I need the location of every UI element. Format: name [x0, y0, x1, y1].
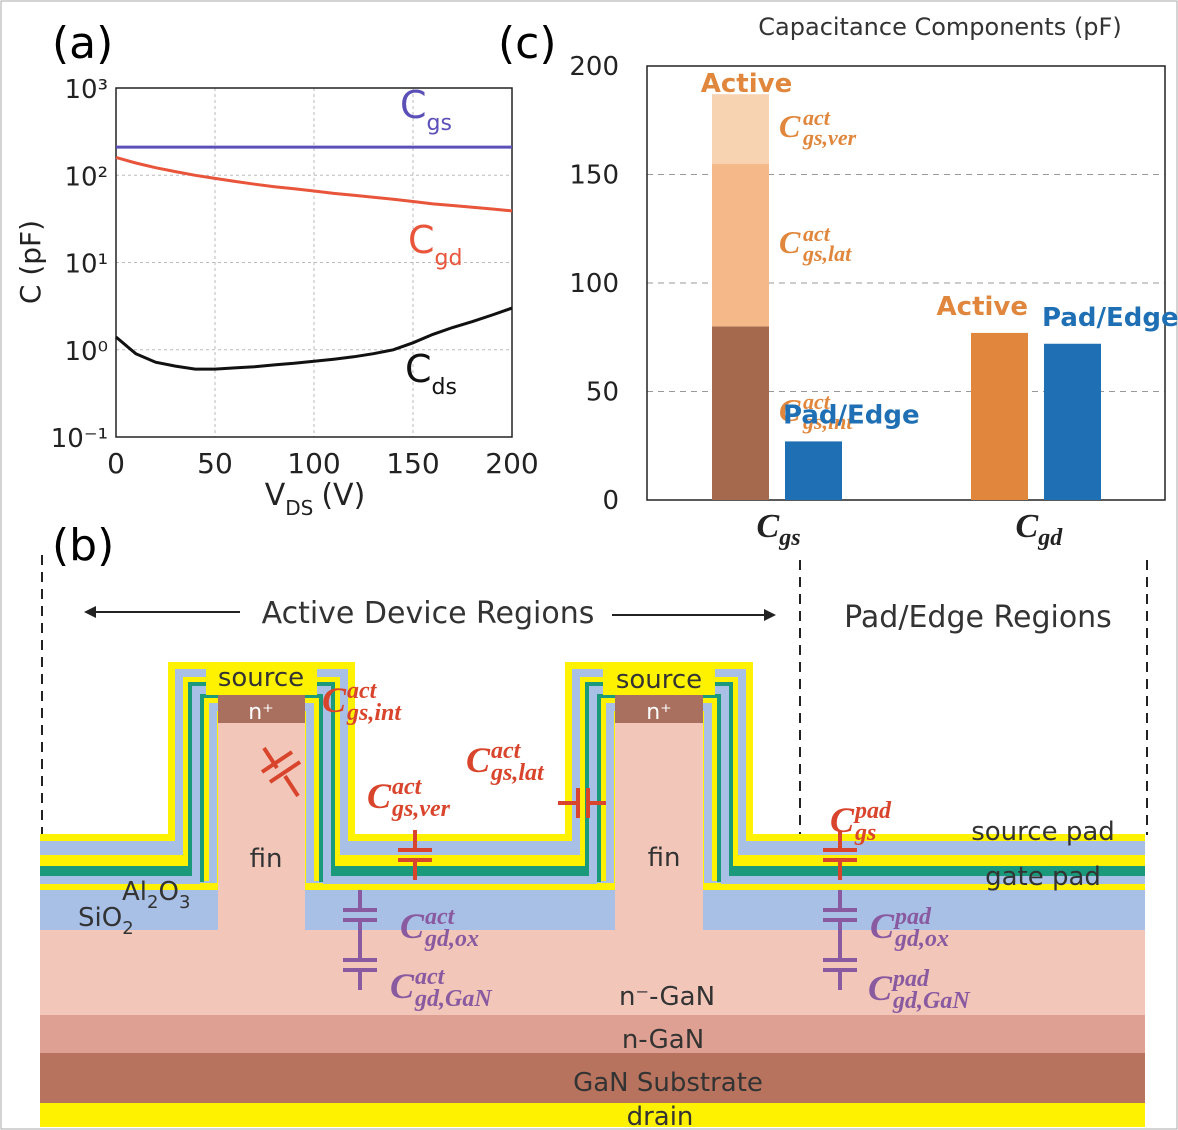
x-tick-label: 50	[197, 447, 233, 480]
segment-label: gs,lat	[802, 241, 852, 266]
label: source	[616, 665, 702, 695]
x-tick-label: 0	[107, 447, 125, 480]
label: C	[830, 800, 855, 840]
y-tick-label: 10²	[64, 162, 108, 192]
label: SiO	[78, 903, 122, 933]
bar	[712, 164, 769, 327]
series-label: ds	[432, 375, 457, 400]
series-label: gd	[435, 246, 463, 271]
bar-label: Active	[937, 292, 1028, 322]
label: C	[367, 776, 392, 816]
fin	[615, 695, 703, 930]
label: GaN Substrate	[573, 1068, 763, 1098]
series-label: gs	[427, 111, 452, 136]
y-tick-label: 10³	[64, 75, 108, 105]
label: C	[870, 906, 895, 946]
fin	[218, 695, 305, 930]
drain-layer	[40, 1103, 1145, 1127]
x-axis-label: DS	[285, 496, 313, 520]
label: C	[390, 966, 415, 1006]
x-tick-label: C	[757, 508, 780, 545]
region-label: Pad/Edge Regions	[844, 600, 1112, 635]
label: source pad	[971, 817, 1115, 847]
label: fin	[648, 843, 681, 873]
label: n-GaN	[622, 1025, 704, 1055]
x-tick-label: 200	[485, 447, 538, 480]
segment-label: gs,ver	[802, 125, 857, 150]
x-axis-label: V	[265, 478, 286, 513]
segment-label: C	[779, 224, 801, 260]
x-tick-label: 150	[386, 447, 439, 480]
label: source	[218, 663, 304, 693]
label: gd,ox	[894, 926, 949, 952]
y-tick-label: 10¹	[64, 250, 108, 280]
series-label: C	[400, 83, 427, 127]
y-tick-label: 0	[602, 486, 619, 516]
panel-label: (c)	[498, 18, 557, 69]
label: C	[868, 968, 893, 1008]
panel-label: (a)	[52, 18, 113, 69]
x-tick-label: gd	[1037, 525, 1063, 551]
y-tick-label: 100	[569, 269, 619, 299]
label: 2	[147, 892, 158, 913]
label: 2	[122, 918, 133, 939]
bar	[712, 94, 769, 163]
bar	[712, 326, 769, 500]
label: gs,int	[346, 700, 402, 726]
panel-label: (b)	[52, 520, 114, 571]
bar	[1044, 344, 1101, 500]
label: gs	[854, 820, 876, 846]
label: n⁺	[248, 700, 274, 725]
label: C	[400, 906, 425, 946]
label: C	[466, 740, 491, 780]
region-label: Active Device Regions	[262, 596, 595, 631]
x-tick-label: gs	[778, 525, 800, 551]
y-tick-label: 50	[586, 378, 619, 408]
label: gd,ox	[424, 926, 479, 952]
x-tick-label: 100	[287, 447, 340, 480]
y-axis-label: C (pF)	[14, 220, 47, 304]
label: gs,ver	[391, 796, 451, 822]
segment-label: C	[779, 108, 801, 144]
label: gd,GaN	[892, 988, 971, 1014]
label: 3	[179, 892, 190, 913]
bar	[785, 441, 842, 500]
x-tick-label: C	[1016, 508, 1039, 545]
label: fin	[250, 844, 283, 874]
label: O	[158, 877, 178, 907]
label: drain	[627, 1102, 694, 1130]
label: C	[322, 680, 347, 720]
bar-label: Pad/Edge	[1042, 303, 1178, 333]
label: gd,GaN	[414, 986, 493, 1012]
label: gate pad	[985, 862, 1101, 892]
n-minus-gan-layer	[40, 930, 1145, 1015]
y-tick-label: 150	[569, 161, 619, 191]
bar	[971, 333, 1028, 500]
label: Al	[122, 877, 147, 907]
x-axis-label: (V)	[321, 478, 365, 513]
series-label: C	[405, 347, 432, 391]
figure: (a) (b) (c) Active Device Regions Pad/Ed…	[0, 0, 1178, 1130]
y-tick-label: 10⁻¹	[51, 424, 108, 454]
n-gan-layer	[40, 1015, 1145, 1053]
series-label: C	[408, 218, 435, 262]
annotation: Active	[701, 69, 792, 99]
bar-label: Pad/Edge	[783, 400, 920, 430]
label: n⁻-GaN	[619, 982, 715, 1012]
label: gs,lat	[490, 760, 545, 786]
y-tick-label: 10⁰	[64, 337, 108, 367]
y-tick-label: 200	[569, 52, 619, 82]
label: n⁺	[646, 700, 672, 725]
chart-title: Capacitance Components (pF)	[758, 13, 1121, 41]
